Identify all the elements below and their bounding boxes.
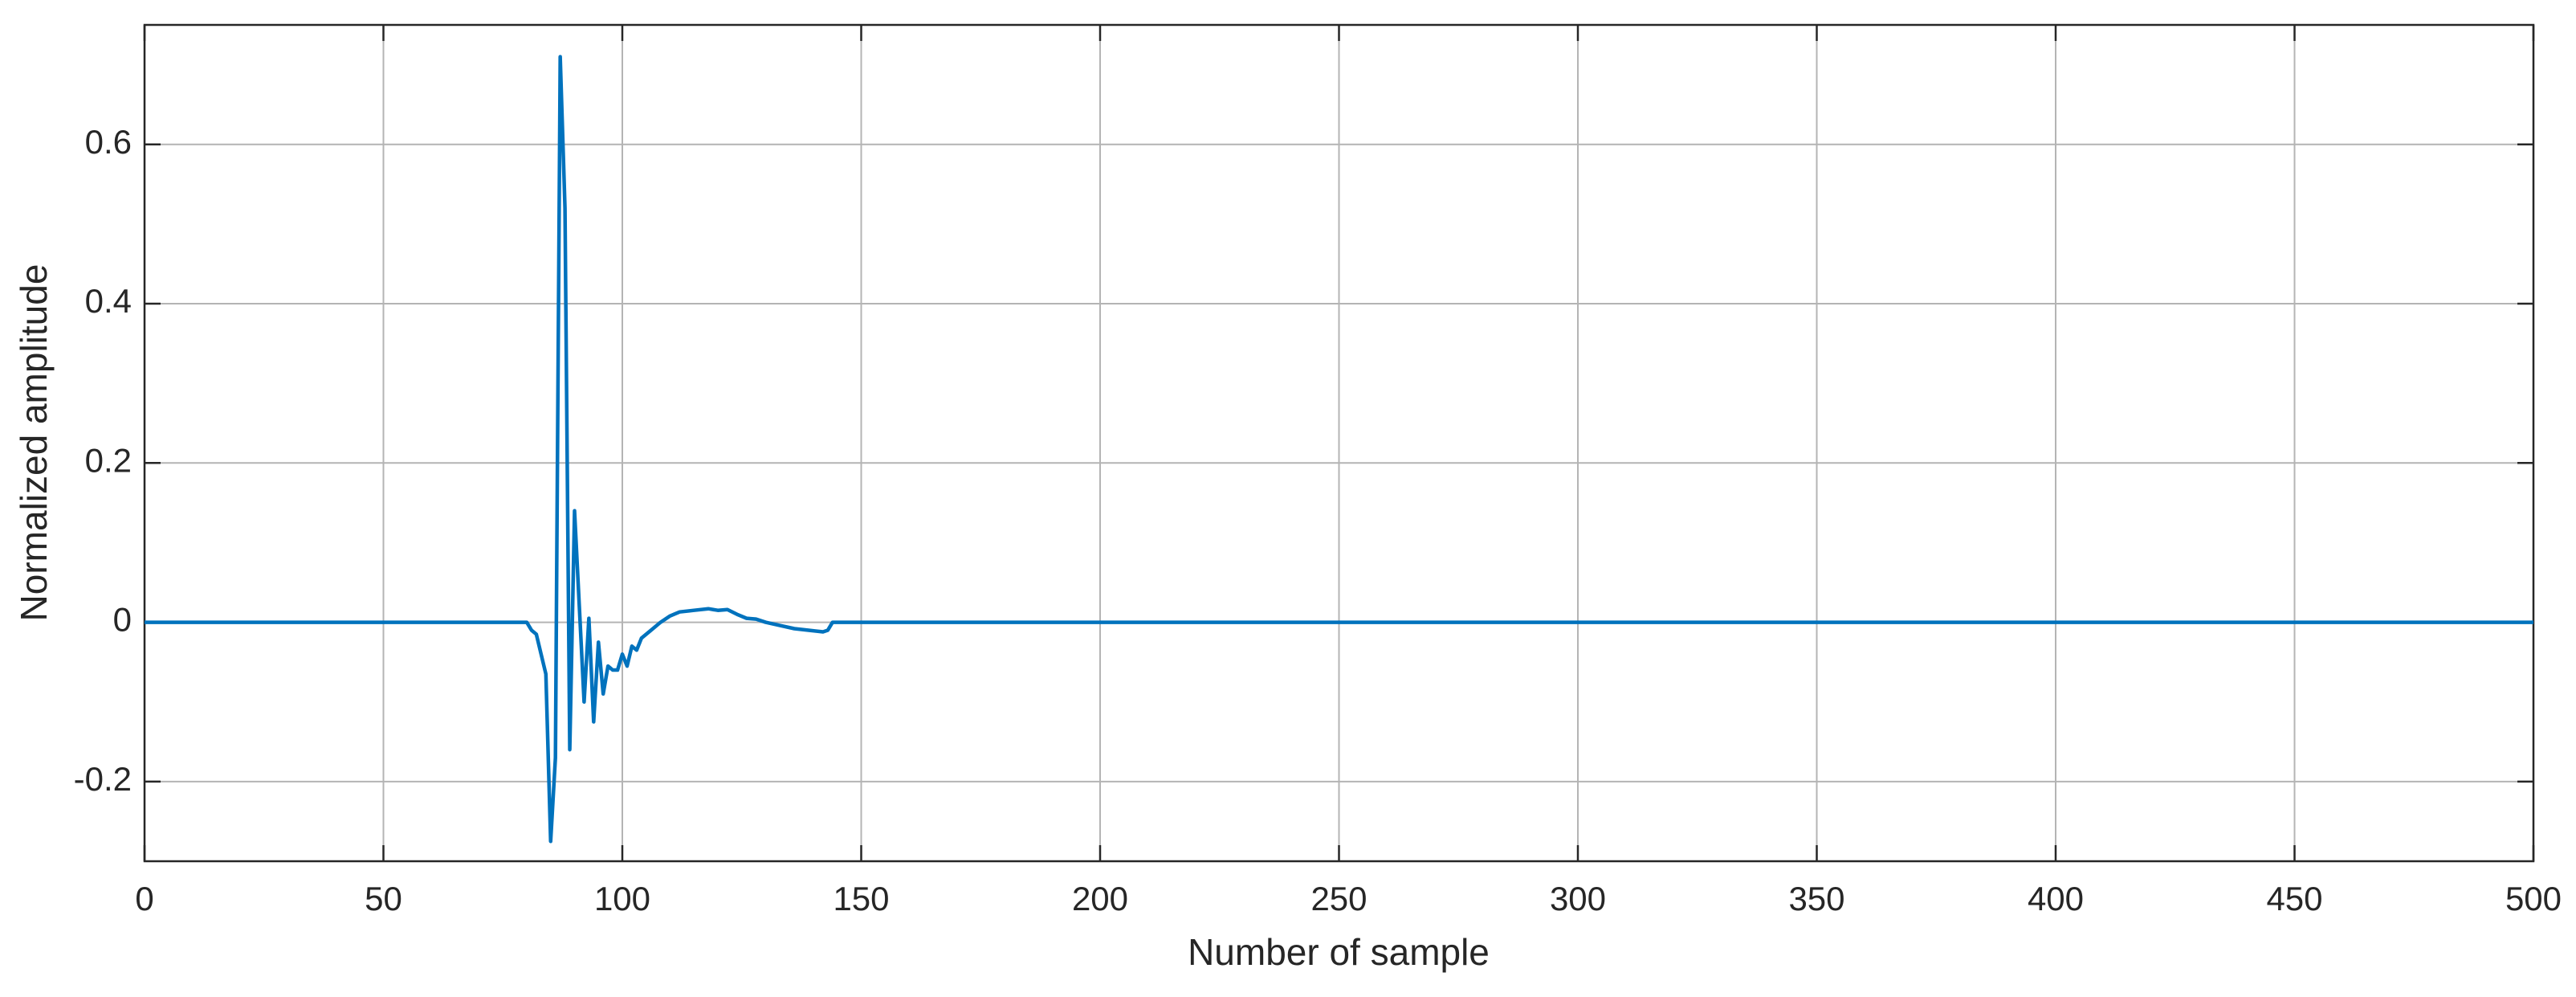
x-tick-label: 0 bbox=[135, 880, 153, 917]
x-axis-label: Number of sample bbox=[1188, 931, 1490, 973]
y-tick-label: -0.2 bbox=[74, 760, 132, 798]
x-tick-label: 350 bbox=[1788, 880, 1844, 917]
y-axis-label: Normalized amplitude bbox=[13, 264, 55, 622]
data-line bbox=[145, 55, 2533, 844]
x-tick-label: 150 bbox=[833, 880, 889, 917]
y-tick-label: 0.2 bbox=[85, 441, 132, 479]
x-tick-label: 50 bbox=[365, 880, 402, 917]
x-tick-label: 400 bbox=[2028, 880, 2084, 917]
plot-frame bbox=[143, 23, 2535, 863]
y-tick-label: 0 bbox=[113, 601, 132, 639]
y-tick-label: 0.4 bbox=[85, 282, 132, 320]
y-tick-label: 0.6 bbox=[85, 123, 132, 161]
x-tick-label: 100 bbox=[594, 880, 650, 917]
x-tick-label: 200 bbox=[1072, 880, 1128, 917]
x-tick-label: 450 bbox=[2266, 880, 2322, 917]
x-tick-label: 300 bbox=[1550, 880, 1606, 917]
x-tick-label: 500 bbox=[2505, 880, 2562, 917]
x-tick-label: 250 bbox=[1310, 880, 1367, 917]
